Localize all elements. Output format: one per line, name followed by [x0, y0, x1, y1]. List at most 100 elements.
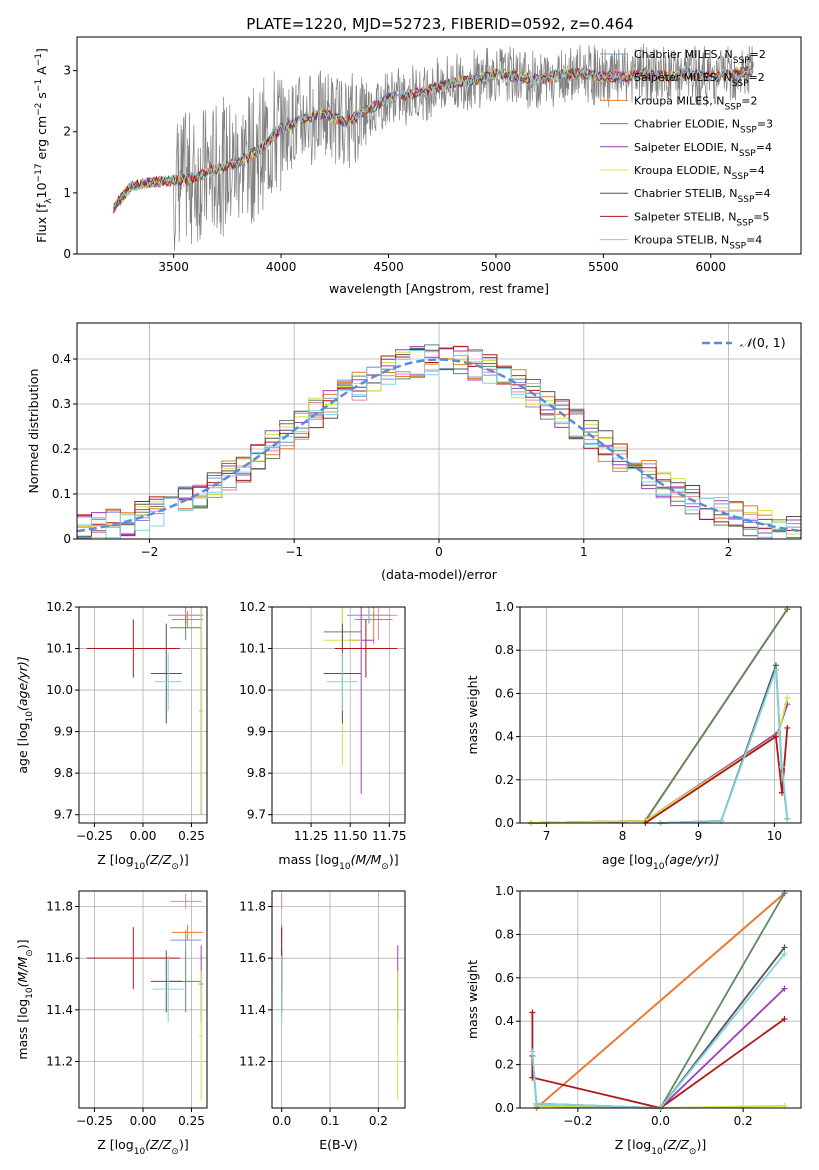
- y-tick-label: 11.6: [239, 951, 266, 965]
- weight-marker: [529, 1009, 536, 1016]
- x-tick-label: 4000: [266, 260, 297, 274]
- legend-entry: Chabrier MILES, NSSP=2: [634, 48, 766, 66]
- normal-curve: [77, 358, 801, 533]
- x-axis-label: Z [log10(Z/Z⊙)]: [97, 852, 188, 872]
- y-tick-label: 0.2: [495, 1058, 514, 1072]
- x-axis-label: Z [log10(Z/Z⊙)]: [615, 1137, 706, 1157]
- x-tick-label: 10: [767, 829, 782, 843]
- y-tick-label: 9.7: [54, 808, 73, 822]
- axes-frame: [78, 890, 208, 1109]
- legend-entry: Kroupa STELIB, NSSP=4: [634, 234, 762, 252]
- axes-frame: [519, 606, 802, 824]
- axes-frame: [76, 36, 802, 255]
- x-tick-label: −1: [285, 545, 303, 559]
- age-vs-mass-panel: 11.25 11.50 11.75 9.7 9.8 9.9 10.0 10.1 10.2 mass…: [239, 600, 406, 872]
- y-tick-label: 9.7: [247, 808, 266, 822]
- spectrum-panel: 3500 4000 4500 5000 5500 6000 0 1 2 3 wavelength […: [34, 36, 802, 296]
- legend-entry: Salpeter MILES, NSSP=2: [634, 71, 765, 89]
- y-axis-label: age [log10(age/yr)]: [15, 656, 35, 773]
- weight-lines: [528, 606, 791, 826]
- histogram-series: [77, 345, 801, 539]
- x-tick-label: 5000: [481, 260, 512, 274]
- x-tick-label: −2: [141, 545, 159, 559]
- y-axis-label: Normed distribution: [26, 369, 41, 494]
- x-tick-label: 0.25: [178, 1114, 205, 1128]
- y-tick-label: 2: [63, 125, 71, 139]
- weight-marker: [772, 666, 779, 673]
- x-tick-label: 11.75: [372, 829, 406, 843]
- y-tick-label: 0.2: [495, 773, 514, 787]
- y-tick-label: 10.1: [239, 642, 266, 656]
- y-tick-label: 11.6: [46, 951, 73, 965]
- y-tick-label: 0: [63, 247, 71, 261]
- y-tick-label: 9.8: [54, 766, 73, 780]
- weight-series: [531, 608, 789, 824]
- y-tick-label: 9.9: [247, 725, 266, 739]
- model-spectrum: [113, 64, 754, 208]
- y-axis-label: mass weight: [465, 960, 480, 1039]
- x-tick-label: 0.1: [320, 1114, 339, 1128]
- weight-series: [531, 953, 786, 1109]
- x-tick-label: 2: [725, 545, 733, 559]
- observed-spectrum: [113, 43, 754, 251]
- x-tick-label: 0: [435, 545, 443, 559]
- weight-series: [535, 892, 786, 1109]
- x-tick-label: −0.2: [563, 1114, 592, 1128]
- weight-marker: [781, 944, 788, 951]
- x-tick-label: 0.2: [369, 1114, 388, 1128]
- x-tick-label: 1: [580, 545, 588, 559]
- x-tick-label: −0.25: [76, 829, 113, 843]
- x-axis-label: mass [log10(M/M⊙)]: [278, 852, 398, 872]
- x-tick-label: 0.0: [272, 1114, 291, 1128]
- x-tick-label: 7: [543, 829, 551, 843]
- x-tick-label: 0.00: [130, 1114, 157, 1128]
- y-tick-label: 0.2: [52, 442, 71, 456]
- weight-series: [531, 703, 789, 824]
- weight-marker: [779, 763, 786, 770]
- x-tick-label: −0.25: [76, 1114, 113, 1128]
- axes-frame: [519, 890, 802, 1109]
- mass-vs-ebv-panel: 0.0 0.1 0.2 11.2 11.4 11.6 11.8 E(B-V): [239, 890, 406, 1152]
- x-tick-label: 3500: [158, 260, 189, 274]
- weight-marker: [781, 985, 788, 992]
- weight-marker: [533, 1100, 540, 1107]
- x-tick-label: 0.25: [178, 829, 205, 843]
- y-tick-label: 11.8: [239, 900, 266, 914]
- weight-marker: [784, 815, 791, 822]
- weight-series: [531, 608, 789, 824]
- weight-series: [531, 608, 789, 824]
- y-tick-label: 9.8: [247, 766, 266, 780]
- legend-entry: Salpeter STELIB, NSSP=5: [634, 210, 770, 228]
- x-axis-label: (data-model)/error: [381, 567, 498, 582]
- y-axis-label: mass [log10(M/M⊙)]: [15, 939, 35, 1059]
- error-bars: [86, 893, 204, 1101]
- x-axis-label: E(B-V): [319, 1137, 358, 1152]
- y-tick-label: 9.9: [54, 725, 73, 739]
- weight-series: [644, 727, 789, 824]
- x-tick-label: 9: [695, 829, 703, 843]
- x-axis-label: wavelength [Angstrom, rest frame]: [329, 281, 549, 296]
- y-tick-label: 10.2: [46, 600, 73, 614]
- error-bars: [323, 607, 398, 794]
- y-tick-label: 11.2: [239, 1055, 266, 1069]
- histograms: [77, 344, 801, 539]
- y-tick-label: 1.0: [495, 884, 514, 898]
- x-tick-label: 5500: [588, 260, 619, 274]
- legend-entry: Kroupa MILES, NSSP=2: [634, 94, 758, 112]
- weight-marker: [772, 733, 779, 740]
- axes-frame: [76, 322, 802, 540]
- x-axis-label: Z [log10(Z/Z⊙)]: [97, 1137, 188, 1157]
- legend: Chabrier MILES, NSSP=2 Salpeter MILES, NS…: [600, 48, 773, 252]
- y-tick-label: 0.0: [495, 816, 514, 830]
- y-tick-label: 0: [63, 532, 71, 546]
- y-axis-label: mass weight: [465, 675, 480, 754]
- x-tick-label: 11.50: [333, 829, 367, 843]
- y-tick-label: 10.2: [239, 600, 266, 614]
- x-tick-label: 0.00: [130, 829, 157, 843]
- y-tick-label: 10.0: [46, 683, 73, 697]
- weight-vs-age-panel: 7 8 9 10 0.0 0.2 0.4 0.6 0.8 1.0 age [log10(age/yr…: [465, 600, 802, 872]
- y-tick-label: 0.4: [495, 1014, 514, 1028]
- residual-hist-panel: −2 −1 0 1 2 0 0.1 0.2 0.3 0.4 (data-model)/error No…: [26, 322, 802, 582]
- x-tick-label: 6000: [695, 260, 726, 274]
